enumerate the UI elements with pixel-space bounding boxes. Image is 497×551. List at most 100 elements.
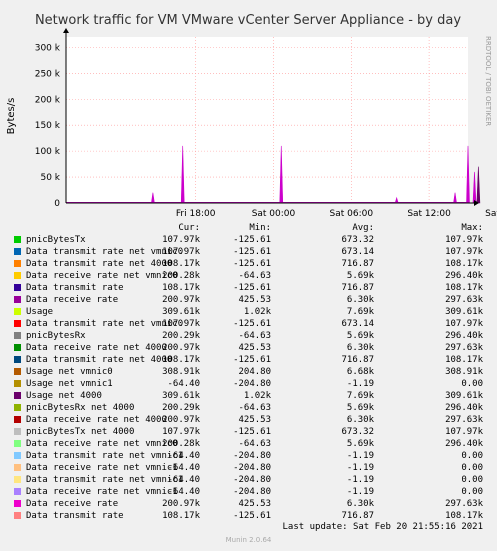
- legend-cur: 200.97k: [162, 415, 200, 425]
- x-axis-arrow: [474, 200, 479, 206]
- legend-max: 297.63k: [445, 499, 483, 509]
- legend-max: 108.17k: [445, 259, 483, 269]
- legend-avg: 716.87: [341, 259, 374, 269]
- legend-name: pnicBytesTx: [26, 235, 86, 245]
- legend-name: Data receive rate net 4000: [26, 415, 167, 425]
- legend-name: Data transmit rate net 4000: [26, 355, 173, 365]
- legend-avg: -1.19: [346, 451, 374, 461]
- legend-swatch: [14, 488, 21, 495]
- legend-row: Data transmit rate 108.17k -125.61 716.87 10…: [0, 510, 497, 522]
- legend-max: 297.63k: [445, 415, 483, 425]
- axes: 0 50 k 100 k 150 k 200 k 250 k 300 k Fri 18:00 S…: [35, 28, 497, 219]
- legend-cur: 200.29k: [162, 403, 200, 413]
- x-tick-label: Sat 06:00: [330, 209, 374, 219]
- header-cur: Cur:: [178, 223, 200, 233]
- legend-max: 107.97k: [445, 427, 483, 437]
- legend-min: 1.02k: [243, 391, 271, 401]
- legend-name: pnicBytesRx net 4000: [26, 403, 135, 413]
- y-axis-label: Bytes/s: [6, 98, 17, 135]
- legend-min: -125.61: [233, 511, 271, 521]
- legend-swatch: [14, 248, 21, 255]
- legend-name: Usage: [26, 307, 54, 317]
- legend-avg: 716.87: [341, 283, 374, 293]
- legend-swatch: [14, 272, 21, 279]
- legend-min: -64.63: [238, 331, 271, 341]
- y-tick-label: 50 k: [40, 173, 60, 183]
- legend-name: pnicBytesRx: [26, 331, 86, 341]
- chart-title: Network traffic for VM VMware vCenter Se…: [35, 13, 461, 28]
- legend-name: Data transmit rate net vmnic1: [26, 475, 184, 485]
- legend-max: 0.00: [461, 475, 483, 485]
- legend-min: -204.80: [233, 487, 271, 497]
- legend-avg: 716.87: [341, 355, 374, 365]
- legend-min: -125.61: [233, 319, 271, 329]
- grid-lines: [66, 37, 468, 203]
- legend-avg: 716.87: [341, 511, 374, 521]
- legend-name: Data transmit rate net 4000: [26, 259, 173, 269]
- legend-row: Usage net 4000 309.61k 1.02k 7.69k 309.61k: [0, 390, 497, 402]
- legend-swatch: [14, 452, 21, 459]
- legend-avg: 5.69k: [346, 439, 374, 449]
- x-tick-label: Sat 12:00: [407, 209, 451, 219]
- legend-max: 296.40k: [445, 271, 483, 281]
- legend-swatch: [14, 308, 21, 315]
- legend-swatch: [14, 368, 21, 375]
- legend-min: -125.61: [233, 355, 271, 365]
- y-tick-label: 150 k: [35, 121, 61, 131]
- legend-name: Data transmit rate net vmnic1: [26, 451, 184, 461]
- header-min: Min:: [249, 223, 271, 233]
- y-tick-label: 100 k: [35, 147, 61, 157]
- legend-max: 296.40k: [445, 439, 483, 449]
- legend-cur: 108.17k: [162, 283, 200, 293]
- legend-row: Usage net vmnic0 308.91k 204.80 6.68k 308.91…: [0, 366, 497, 378]
- legend-min: 425.53: [238, 415, 271, 425]
- legend-row: Data receive rate net vmnic1 -64.40 -204.8…: [0, 462, 497, 474]
- legend-row: Data transmit rate net vmnic0 107.97k -125…: [0, 246, 497, 258]
- legend-cur: -64.40: [167, 463, 200, 473]
- legend-min: -125.61: [233, 283, 271, 293]
- legend-name: Usage net vmnic1: [26, 379, 113, 389]
- legend-row: Data receive rate net 4000 200.97k 425.53 6…: [0, 342, 497, 354]
- header-avg: Avg:: [352, 223, 374, 233]
- legend-row: Usage net vmnic1 -64.40 -204.80 -1.19 0.00: [0, 378, 497, 390]
- legend-header: Cur: Min: Avg: Max:: [0, 222, 497, 234]
- legend-name: Data receive rate: [26, 499, 119, 509]
- legend-cur: 200.28k: [162, 439, 200, 449]
- legend-row: Data receive rate 200.97k 425.53 6.30k 297.6…: [0, 498, 497, 510]
- legend-row: Data transmit rate net 4000 108.17k -125.6…: [0, 258, 497, 270]
- legend-avg: 6.68k: [346, 367, 374, 377]
- legend-swatch: [14, 260, 21, 267]
- legend-cur: -64.40: [167, 379, 200, 389]
- legend-cur: 107.97k: [162, 427, 200, 437]
- legend-avg: -1.19: [346, 463, 374, 473]
- legend-min: -125.61: [233, 427, 271, 437]
- legend-swatch: [14, 296, 21, 303]
- legend-min: -64.63: [238, 271, 271, 281]
- last-update: Last update: Sat Feb 20 21:55:16 2021: [282, 522, 483, 532]
- rrdtool-credit: RRDTOOL / TOBI OETIKER: [484, 36, 492, 126]
- legend-max: 0.00: [461, 451, 483, 461]
- legend-name: Data receive rate net vmnic0: [26, 439, 178, 449]
- traffic-spike: [472, 171, 477, 204]
- y-tick-label: 300 k: [35, 43, 61, 53]
- y-tick-label: 250 k: [35, 69, 61, 79]
- legend-max: 108.17k: [445, 355, 483, 365]
- plot-area: [66, 37, 468, 203]
- legend-cur: -64.40: [167, 475, 200, 485]
- legend-min: -64.63: [238, 439, 271, 449]
- legend-cur: 200.97k: [162, 499, 200, 509]
- legend-max: 0.00: [461, 487, 483, 497]
- legend-cur: 107.97k: [162, 235, 200, 245]
- legend-avg: 5.69k: [346, 403, 374, 413]
- legend-avg: 7.69k: [346, 307, 374, 317]
- legend-swatch: [14, 344, 21, 351]
- legend-swatch: [14, 512, 21, 519]
- header-max: Max:: [461, 223, 483, 233]
- x-tick-label: Sat 00:00: [252, 209, 296, 219]
- legend-max: 108.17k: [445, 511, 483, 521]
- legend-cur: 107.97k: [162, 247, 200, 257]
- legend-max: 107.97k: [445, 235, 483, 245]
- legend-avg: 673.32: [341, 427, 374, 437]
- legend-name: Data transmit rate: [26, 511, 124, 521]
- legend-row: Data transmit rate 108.17k -125.61 716.87 10…: [0, 282, 497, 294]
